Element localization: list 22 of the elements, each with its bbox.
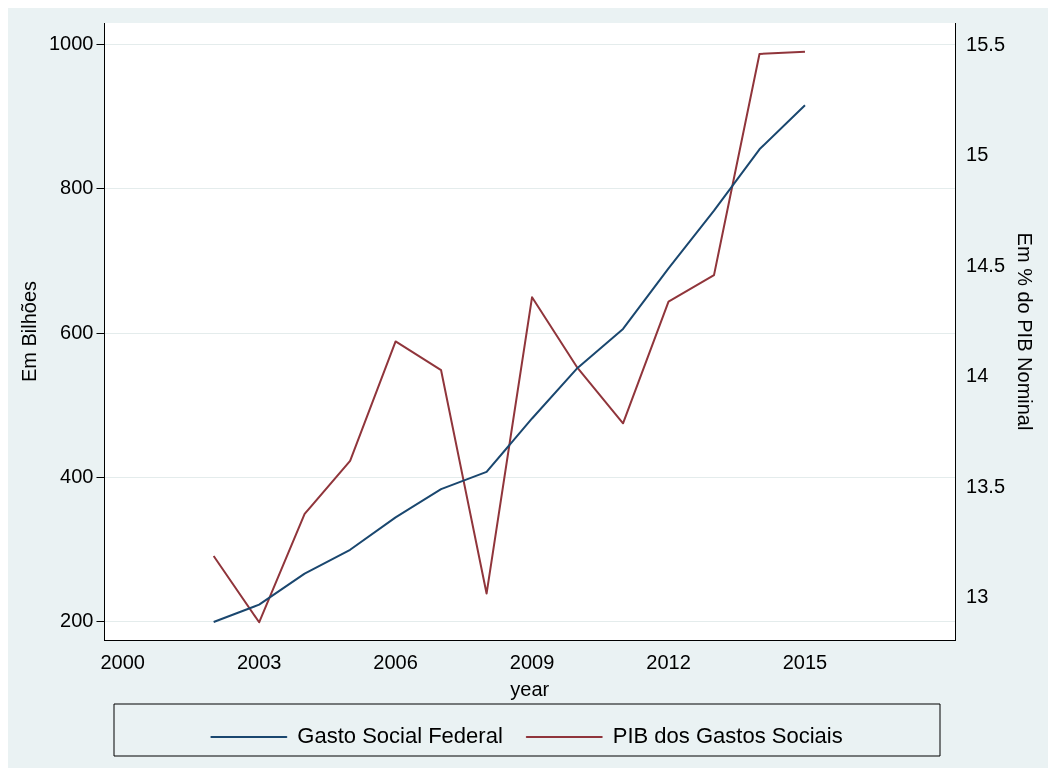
y-axis-title: Em Bilhões: [17, 280, 40, 383]
y-tick-label: 600: [60, 320, 94, 343]
x-tick-label: 2009: [509, 650, 555, 673]
y-tick-label: 400: [60, 465, 94, 488]
y2-tick-label: 13.5: [966, 474, 1006, 497]
y2-tick-label: 15: [966, 143, 989, 166]
x-tick-label: 2012: [646, 650, 691, 673]
x-tick-label: 2006: [373, 650, 418, 673]
y2-tick-label: 14.5: [966, 253, 1006, 276]
y2-tick-label: 13: [966, 585, 989, 608]
y2-axis-title: Em % do PIB Nominal: [1014, 232, 1037, 431]
x-tick-label: 2003: [236, 650, 282, 673]
legend-label: Gasto Social Federal: [297, 723, 503, 749]
legend-label: PIB dos Gastos Sociais: [612, 723, 843, 749]
y2-tick-label: 14: [966, 364, 989, 387]
y-tick-label: 1000: [48, 32, 94, 55]
x-axis-title: year: [510, 677, 550, 700]
y-tick-label: 800: [60, 176, 94, 199]
x-tick-label: 2015: [782, 650, 828, 673]
y-tick-label: 200: [60, 609, 94, 632]
x-tick-label: 2000: [100, 650, 145, 673]
y2-tick-label: 15.5: [966, 32, 1006, 55]
